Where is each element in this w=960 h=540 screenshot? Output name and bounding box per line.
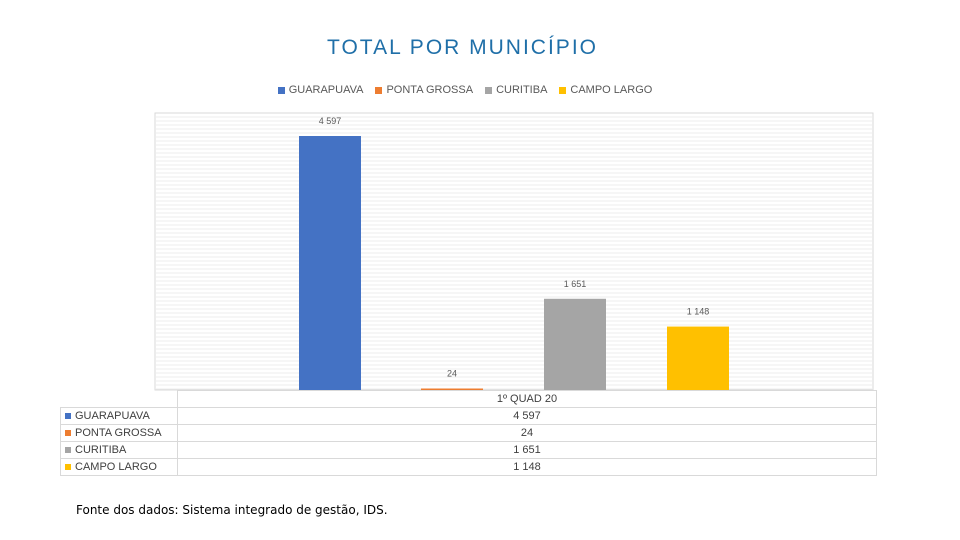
chart-legend: GUARAPUAVA PONTA GROSSA CURITIBA CAMPO LARG… [0, 84, 930, 96]
data-table-row-curitiba: CURITIBA 1 651 [60, 441, 877, 459]
data-table-row-guarapuava: GUARAPUAVA 4 597 [60, 407, 877, 425]
chart-title: TOTAL POR MUNICÍPIO [327, 36, 598, 59]
data-table-category: 1º QUAD 20 [177, 390, 877, 408]
data-table-header-row: 1º QUAD 20 [61, 390, 877, 408]
data-label-curitiba: 1 651 [564, 279, 587, 289]
gridlines [155, 116, 873, 390]
bar-campo-largo [667, 326, 729, 390]
legend-label-ponta-grossa: PONTA GROSSA [386, 84, 474, 96]
legend-label-guarapuava: GUARAPUAVA [288, 84, 364, 96]
data-table-series-label: GUARAPUAVA [75, 410, 150, 422]
legend-item-curitiba: CURITIBA [485, 84, 547, 96]
data-table: 1º QUAD 20 GUARAPUAVA 4 597 PONTA GROSSA 24… [60, 390, 877, 476]
data-table-series-curitiba: CURITIBA [60, 441, 178, 459]
data-table-swatch-ponta-grossa [65, 430, 71, 437]
data-label-guarapuava: 4 597 [319, 116, 342, 126]
data-table-value-ponta-grossa: 24 [177, 424, 877, 442]
data-table-series-label: CAMPO LARGO [75, 461, 157, 473]
data-table-row-campo-largo: CAMPO LARGO 1 148 [60, 458, 877, 476]
data-label-campo-largo: 1 148 [687, 307, 710, 317]
data-table-series-campo-largo: CAMPO LARGO [60, 458, 178, 476]
data-table-series-ponta-grossa: PONTA GROSSA [60, 424, 178, 442]
data-table-swatch-guarapuava [65, 413, 71, 420]
data-table-swatch-campo-largo [65, 464, 71, 471]
data-table-value-campo-largo: 1 148 [177, 458, 877, 476]
plot-background [154, 112, 874, 391]
bar-ponta-grossa [421, 388, 483, 390]
legend-label-curitiba: CURITIBA [496, 84, 548, 96]
bar-guarapuava [299, 136, 361, 390]
legend-label-campo-largo: CAMPO LARGO [570, 84, 653, 96]
source-note: Fonte dos dados: Sistema integrado de ge… [76, 503, 388, 517]
data-table-value-curitiba: 1 651 [177, 441, 877, 459]
data-label-ponta-grossa: 24 [447, 369, 457, 379]
legend-swatch-guarapuava [277, 86, 285, 94]
data-table-series-guarapuava: GUARAPUAVA [60, 407, 178, 425]
data-table-series-label: CURITIBA [75, 444, 127, 456]
legend-swatch-ponta-grossa [375, 86, 383, 94]
data-table-series-label: PONTA GROSSA [75, 427, 162, 439]
data-table-row-ponta-grossa: PONTA GROSSA 24 [60, 424, 877, 442]
legend-swatch-curitiba [485, 86, 493, 94]
data-table-value-guarapuava: 4 597 [177, 407, 877, 425]
data-table-corner [61, 391, 178, 408]
legend-item-guarapuava: GUARAPUAVA [277, 84, 364, 96]
legend-item-campo-largo: CAMPO LARGO [559, 84, 652, 96]
legend-item-ponta-grossa: PONTA GROSSA [375, 84, 473, 96]
data-table-swatch-curitiba [65, 447, 71, 454]
legend-swatch-campo-largo [559, 86, 567, 94]
bar-curitiba [544, 298, 606, 390]
